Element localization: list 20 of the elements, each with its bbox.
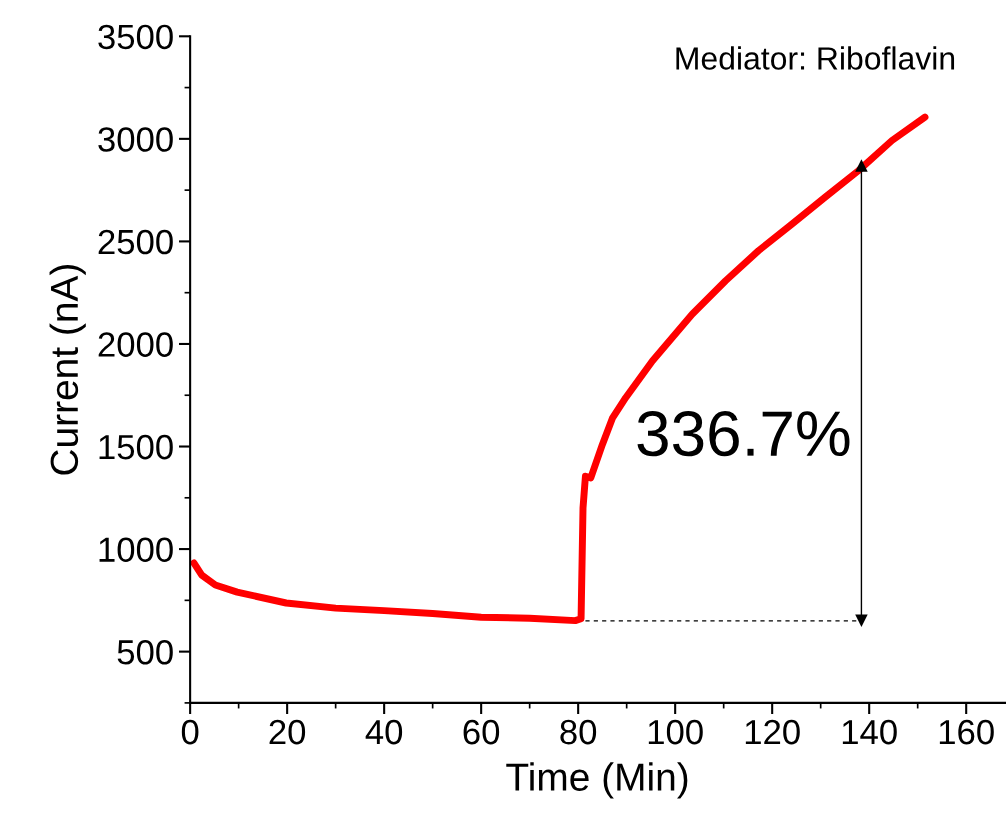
x-tick-label: 20 [269,719,306,745]
y-tick-label: 1000 [99,537,173,562]
annotation: 336.7% [637,411,850,457]
x-tick-label: 100 [648,719,703,745]
y-axis-title: Current (nA) [49,265,86,475]
y-tick-label: 2000 [98,332,173,357]
x-tick-label: 140 [842,719,897,745]
y-tick-label: 500 [117,639,173,665]
x-tick-label: 40 [365,719,403,745]
x-tick-label: 60 [463,719,500,745]
x-tick-label: 80 [560,719,597,745]
y-tick-label: 1500 [99,434,173,460]
y-tick-label: 3000 [98,127,173,152]
x-tick-label: 160 [939,719,994,745]
y-tick-label: 2500 [98,229,173,255]
x-tick-label: 0 [181,719,199,745]
y-tick-label: 3500 [98,24,173,50]
x-tick-label: 120 [745,719,800,745]
x-axis-title: Time (Min) [506,762,688,799]
annotation: Mediator: Riboflavin [676,46,955,70]
